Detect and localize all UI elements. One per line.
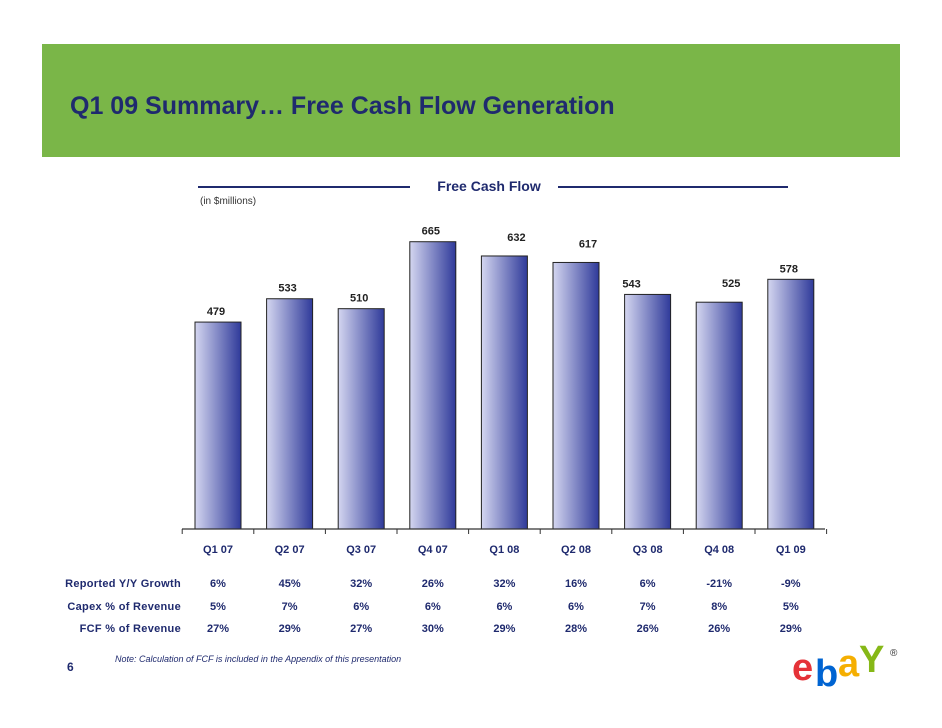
chart-heading: Free Cash Flow [0, 178, 942, 198]
data-label: 510 [350, 293, 368, 305]
bar-q4-07 [409, 241, 457, 530]
data-label: 632 [507, 232, 525, 244]
chart-unit-note: (in $millions) [200, 196, 257, 207]
x-tick-label: Q1 09 [776, 544, 806, 556]
bar-q2-08 [552, 261, 600, 530]
bar-q1-07 [194, 321, 242, 530]
svg-text:b: b [815, 653, 838, 690]
data-label: 578 [780, 263, 798, 275]
data-label: 479 [207, 306, 225, 318]
data-label: 533 [278, 283, 296, 295]
heading-rule-left [198, 186, 410, 188]
bar-q2-07 [266, 298, 314, 530]
x-tick-label: Q1 07 [203, 544, 233, 556]
svg-text:Y: Y [859, 640, 884, 681]
footnote: Note: Calculation of FCF is included in … [115, 654, 402, 664]
x-tick-label: Q3 08 [633, 544, 663, 556]
data-label: 525 [722, 278, 740, 290]
x-tick-label: Q4 07 [418, 544, 448, 556]
x-tick-label: Q1 08 [489, 544, 519, 556]
slide-title: Q1 09 Summary… Free Cash Flow Generation [70, 92, 615, 120]
svg-text:e: e [792, 647, 813, 689]
svg-text:a: a [838, 643, 860, 685]
bar-q1-09 [767, 278, 815, 530]
x-tick-label: Q4 08 [704, 544, 734, 556]
data-label: 665 [422, 226, 440, 238]
bar-q3-08 [624, 293, 672, 530]
data-label: 617 [579, 238, 597, 250]
chart-title: Free Cash Flow [437, 178, 541, 194]
data-label: 543 [622, 278, 640, 290]
x-tick-label: Q2 08 [561, 544, 591, 556]
x-tick-label: Q3 07 [346, 544, 376, 556]
bar-q4-08 [695, 301, 743, 530]
heading-rule-right [558, 186, 788, 188]
x-tick-label: Q2 07 [275, 544, 305, 556]
svg-text:®: ® [890, 648, 898, 659]
ebay-logo: e b a Y ® [792, 640, 898, 690]
bar-q1-08 [480, 255, 528, 530]
page-number: 6 [67, 660, 74, 674]
title-banner [42, 44, 900, 157]
bar-q3-07 [337, 308, 385, 530]
